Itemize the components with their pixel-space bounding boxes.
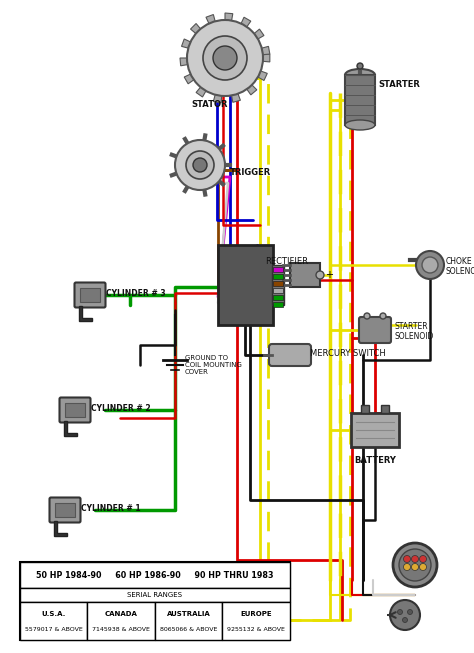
Circle shape [390, 600, 420, 630]
Text: 8065066 & ABOVE: 8065066 & ABOVE [160, 627, 218, 632]
Bar [20, 562, 290, 588]
Text: 9255132 & ABOVE: 9255132 & ABOVE [228, 627, 285, 632]
Polygon shape [79, 306, 92, 321]
FancyBboxPatch shape [49, 498, 81, 522]
Circle shape [203, 36, 247, 80]
Polygon shape [196, 84, 208, 97]
Text: +: + [325, 270, 333, 280]
FancyBboxPatch shape [60, 398, 91, 422]
Circle shape [193, 158, 207, 172]
Bar [20, 588, 290, 602]
Circle shape [380, 313, 386, 319]
Circle shape [213, 46, 237, 70]
Text: MERCURY SWITCH: MERCURY SWITCH [310, 349, 386, 358]
Circle shape [419, 556, 427, 562]
Polygon shape [225, 13, 233, 25]
Bar [273, 274, 283, 279]
Circle shape [187, 20, 263, 96]
Circle shape [357, 63, 363, 69]
Bar [273, 267, 283, 272]
Bar [351, 413, 399, 447]
Polygon shape [255, 70, 267, 80]
Text: RECTIFIER: RECTIFIER [265, 257, 308, 266]
Circle shape [403, 556, 410, 562]
Bar [273, 288, 283, 293]
Ellipse shape [345, 120, 375, 130]
FancyBboxPatch shape [74, 283, 106, 308]
Circle shape [419, 564, 427, 571]
Text: STARTER
SOLENOID: STARTER SOLENOID [395, 322, 434, 342]
Text: GROUND TO
COIL MOUNTING
COVER: GROUND TO COIL MOUNTING COVER [185, 355, 242, 375]
Polygon shape [239, 17, 251, 30]
Bar [20, 602, 88, 640]
Text: 7145938 & ABOVE: 7145938 & ABOVE [92, 627, 150, 632]
Polygon shape [184, 72, 197, 84]
Circle shape [398, 609, 402, 614]
Bar [80, 288, 100, 302]
Bar [361, 405, 369, 413]
Text: STARTER: STARTER [378, 80, 420, 89]
Text: SERIAL RANGES: SERIAL RANGES [128, 592, 182, 598]
Bar [20, 562, 290, 640]
FancyBboxPatch shape [269, 344, 311, 366]
Bar [272, 265, 284, 305]
Circle shape [422, 257, 438, 273]
Polygon shape [231, 90, 240, 103]
Polygon shape [54, 521, 67, 536]
FancyBboxPatch shape [359, 317, 391, 343]
Text: CYLINDER # 1: CYLINDER # 1 [81, 504, 141, 513]
Text: EUROPE: EUROPE [240, 611, 272, 617]
Circle shape [402, 618, 408, 622]
Text: 5579017 & ABOVE: 5579017 & ABOVE [25, 627, 82, 632]
Bar [222, 602, 290, 640]
Text: STATOR: STATOR [192, 100, 228, 109]
Text: U.S.A.: U.S.A. [42, 611, 66, 617]
Circle shape [411, 556, 419, 562]
Polygon shape [180, 58, 191, 66]
Ellipse shape [345, 69, 375, 81]
Bar [88, 602, 155, 640]
Bar [155, 602, 222, 640]
Text: CYLINDER # 3: CYLINDER # 3 [106, 289, 165, 298]
Circle shape [175, 140, 225, 190]
Circle shape [316, 271, 324, 279]
Text: 50 HP 1984-90     60 HP 1986-90     90 HP THRU 1983: 50 HP 1984-90 60 HP 1986-90 90 HP THRU 1… [36, 571, 274, 579]
Bar [65, 403, 85, 417]
Bar [290, 263, 320, 287]
Bar [273, 281, 283, 286]
Circle shape [416, 251, 444, 279]
Bar [273, 302, 283, 307]
Polygon shape [64, 421, 77, 436]
Bar [381, 405, 389, 413]
Circle shape [399, 549, 431, 581]
Polygon shape [258, 46, 270, 55]
Text: CANADA: CANADA [105, 611, 137, 617]
Polygon shape [213, 91, 222, 103]
Bar [273, 295, 283, 300]
Polygon shape [206, 14, 216, 27]
Polygon shape [182, 39, 194, 49]
Circle shape [393, 543, 437, 587]
Text: CHOKE
SOLENOID: CHOKE SOLENOID [446, 257, 474, 276]
Circle shape [411, 564, 419, 571]
Bar [345, 75, 375, 125]
Circle shape [408, 609, 412, 614]
Polygon shape [245, 82, 257, 95]
Polygon shape [251, 29, 264, 41]
Circle shape [364, 313, 370, 319]
Text: CYLINDER # 2: CYLINDER # 2 [91, 404, 151, 413]
Text: BATTERY: BATTERY [354, 456, 396, 465]
Bar [55, 503, 75, 517]
Text: AUSTRALIA: AUSTRALIA [167, 611, 210, 617]
Circle shape [186, 151, 214, 179]
Polygon shape [191, 24, 203, 36]
Text: TRIGGER: TRIGGER [230, 168, 271, 177]
Circle shape [403, 564, 410, 571]
Bar [218, 245, 273, 325]
Polygon shape [259, 54, 270, 62]
